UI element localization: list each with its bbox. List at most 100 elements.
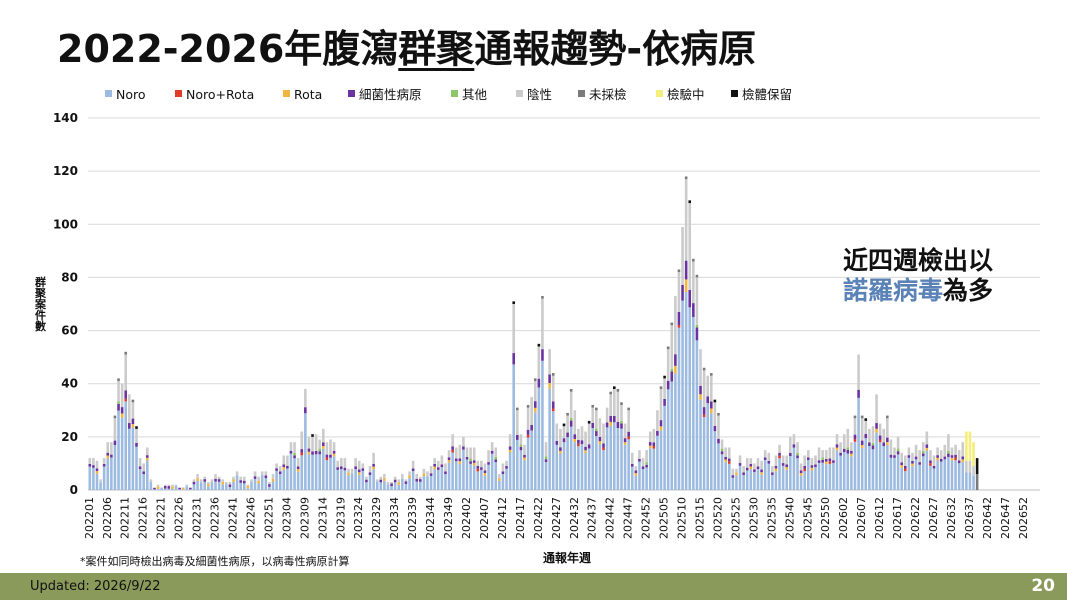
bar-segment: [293, 442, 296, 453]
bar-segment: [436, 460, 440, 468]
bar-segment: [702, 407, 706, 415]
bar-segment: [465, 447, 469, 457]
bar-segment: [595, 431, 598, 436]
bar-segment: [192, 481, 196, 485]
bar-segment: [379, 479, 383, 483]
legend-swatch: [578, 90, 585, 97]
bar-segment: [850, 450, 853, 454]
bar-segment: [128, 428, 131, 490]
y-tick-label: 140: [53, 111, 78, 125]
bar-segment: [641, 458, 645, 467]
bar-segment: [623, 438, 627, 443]
bar-segment: [401, 478, 404, 490]
bar-segment: [530, 397, 533, 425]
bar-segment: [745, 470, 749, 490]
bar-segment: [663, 398, 666, 406]
bar-segment: [454, 447, 458, 459]
bar-segment: [189, 487, 192, 490]
bar-segment: [706, 403, 709, 490]
bar-segment: [239, 482, 242, 490]
bar-segment: [871, 445, 875, 450]
footnote: *案件如同時檢出病毒及細菌性病原，以病毒性病原計算: [80, 555, 350, 568]
x-tick-label: 202427: [550, 497, 563, 539]
bar-segment: [260, 471, 264, 475]
bar-segment: [580, 426, 584, 441]
bar-segment: [602, 443, 605, 448]
bar-segment: [444, 474, 447, 490]
bar-segment: [304, 389, 307, 408]
bar-segment: [512, 353, 515, 365]
bar-segment: [192, 484, 196, 490]
bar-segment: [814, 455, 817, 465]
bar-segment: [857, 389, 860, 398]
bar-segment: [727, 461, 731, 464]
bar-segment: [447, 462, 451, 490]
bar-segment: [307, 454, 311, 490]
bar-segment: [142, 471, 145, 475]
bar-segment: [562, 423, 566, 427]
bar-segment: [462, 436, 465, 447]
bar-segment: [710, 413, 713, 490]
bar-segment: [257, 483, 260, 490]
bar-segment: [627, 439, 630, 490]
legend-swatch: [516, 90, 523, 97]
bar-segment: [663, 405, 666, 490]
bar-segment: [835, 447, 839, 451]
x-tick-label: 202540: [783, 497, 796, 539]
bar-segment: [947, 456, 950, 490]
y-tick-label: 100: [53, 217, 78, 231]
bar-segment: [785, 455, 789, 465]
bar-segment: [253, 478, 257, 490]
x-tick-label: 202437: [586, 497, 599, 539]
bar-segment: [185, 484, 189, 487]
bar-segment: [666, 380, 670, 390]
bar-segment: [300, 452, 304, 456]
bar-segment: [950, 447, 954, 456]
bar-segment: [422, 476, 426, 490]
x-tick-label: 202334: [388, 497, 401, 539]
bar-segment: [541, 298, 544, 350]
bar-segment: [95, 460, 99, 469]
bar-segment: [304, 413, 307, 490]
bar-segment: [304, 407, 307, 414]
bar-segment: [483, 472, 487, 476]
bar-segment: [587, 420, 591, 424]
x-tick-label: 202314: [316, 497, 329, 539]
slide-title: 2022-2026年腹瀉群聚通報趨勢-依病原: [57, 27, 757, 71]
bar-segment: [296, 466, 300, 470]
bar-segment: [717, 438, 720, 444]
bar-segment: [117, 378, 120, 382]
bar-segment: [393, 476, 397, 480]
page-number: 20: [1031, 576, 1055, 596]
bar-segment: [526, 429, 530, 435]
legend-label: 未採檢: [589, 87, 627, 102]
bar-segment: [135, 426, 138, 429]
bar-segment: [886, 415, 889, 419]
bar-segment: [684, 179, 688, 261]
bar-segment: [232, 476, 235, 480]
bar-segment: [832, 462, 835, 490]
bar-segment: [817, 447, 821, 461]
bar-segment: [681, 284, 684, 301]
bar-segment: [602, 447, 605, 451]
bar-segment: [846, 447, 850, 450]
y-tick-label: 80: [61, 270, 78, 284]
bar-segment: [512, 301, 515, 304]
bar-segment: [620, 404, 623, 421]
bar-segment: [339, 469, 343, 490]
bar-segment: [911, 452, 914, 461]
bar-segment: [893, 457, 896, 490]
bar-segment: [878, 435, 882, 440]
bar-segment: [835, 434, 839, 445]
bar-segment: [566, 437, 569, 490]
bar-segment: [785, 464, 789, 468]
bar-segment: [178, 487, 181, 490]
bar-segment: [318, 448, 322, 452]
bar-segment: [781, 465, 785, 490]
legend-label: Noro: [116, 87, 146, 102]
bar-segment: [713, 402, 717, 426]
bar-segment: [875, 432, 878, 490]
bar-segment: [806, 459, 810, 490]
bar-segment: [569, 417, 573, 421]
bar-segment: [907, 447, 911, 456]
